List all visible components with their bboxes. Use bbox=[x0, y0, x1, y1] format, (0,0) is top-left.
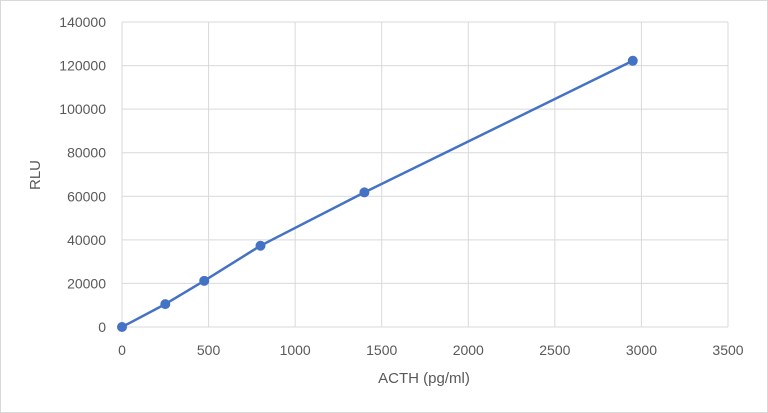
data-point bbox=[160, 299, 171, 310]
y-tick-label: 140000 bbox=[59, 14, 106, 30]
y-tick-label: 100000 bbox=[59, 101, 106, 117]
x-tick-label: 500 bbox=[197, 342, 221, 358]
y-tick-label: 40000 bbox=[67, 232, 106, 248]
x-tick-label: 0 bbox=[118, 342, 126, 358]
data-point bbox=[117, 322, 127, 332]
x-tick-label: 3500 bbox=[712, 342, 743, 358]
x-tick-label: 2500 bbox=[539, 342, 570, 358]
y-tick-label: 60000 bbox=[67, 188, 106, 204]
data-point bbox=[255, 240, 266, 251]
x-axis-tick-labels: 0 500 1000 1500 2000 2500 3000 3500 bbox=[118, 342, 744, 358]
x-tick-label: 1500 bbox=[366, 342, 397, 358]
x-tick-label: 1000 bbox=[280, 342, 311, 358]
grid-lines bbox=[121, 21, 729, 328]
data-point bbox=[627, 55, 638, 66]
y-axis-title: RLU bbox=[27, 160, 44, 190]
y-tick-label: 20000 bbox=[67, 275, 106, 291]
data-point bbox=[359, 187, 370, 198]
series-layer bbox=[117, 55, 638, 332]
y-tick-label: 80000 bbox=[67, 145, 106, 161]
x-tick-label: 3000 bbox=[626, 342, 657, 358]
y-tick-label: 0 bbox=[98, 319, 106, 335]
x-tick-label: 2000 bbox=[453, 342, 484, 358]
data-point bbox=[199, 275, 210, 286]
y-tick-label: 120000 bbox=[59, 58, 106, 74]
y-axis-tick-labels: 0 20000 40000 60000 80000 100000 120000 140000 bbox=[59, 14, 106, 335]
series-line bbox=[121, 59, 634, 329]
x-axis-title: ACTH (pg/ml) bbox=[378, 370, 470, 387]
